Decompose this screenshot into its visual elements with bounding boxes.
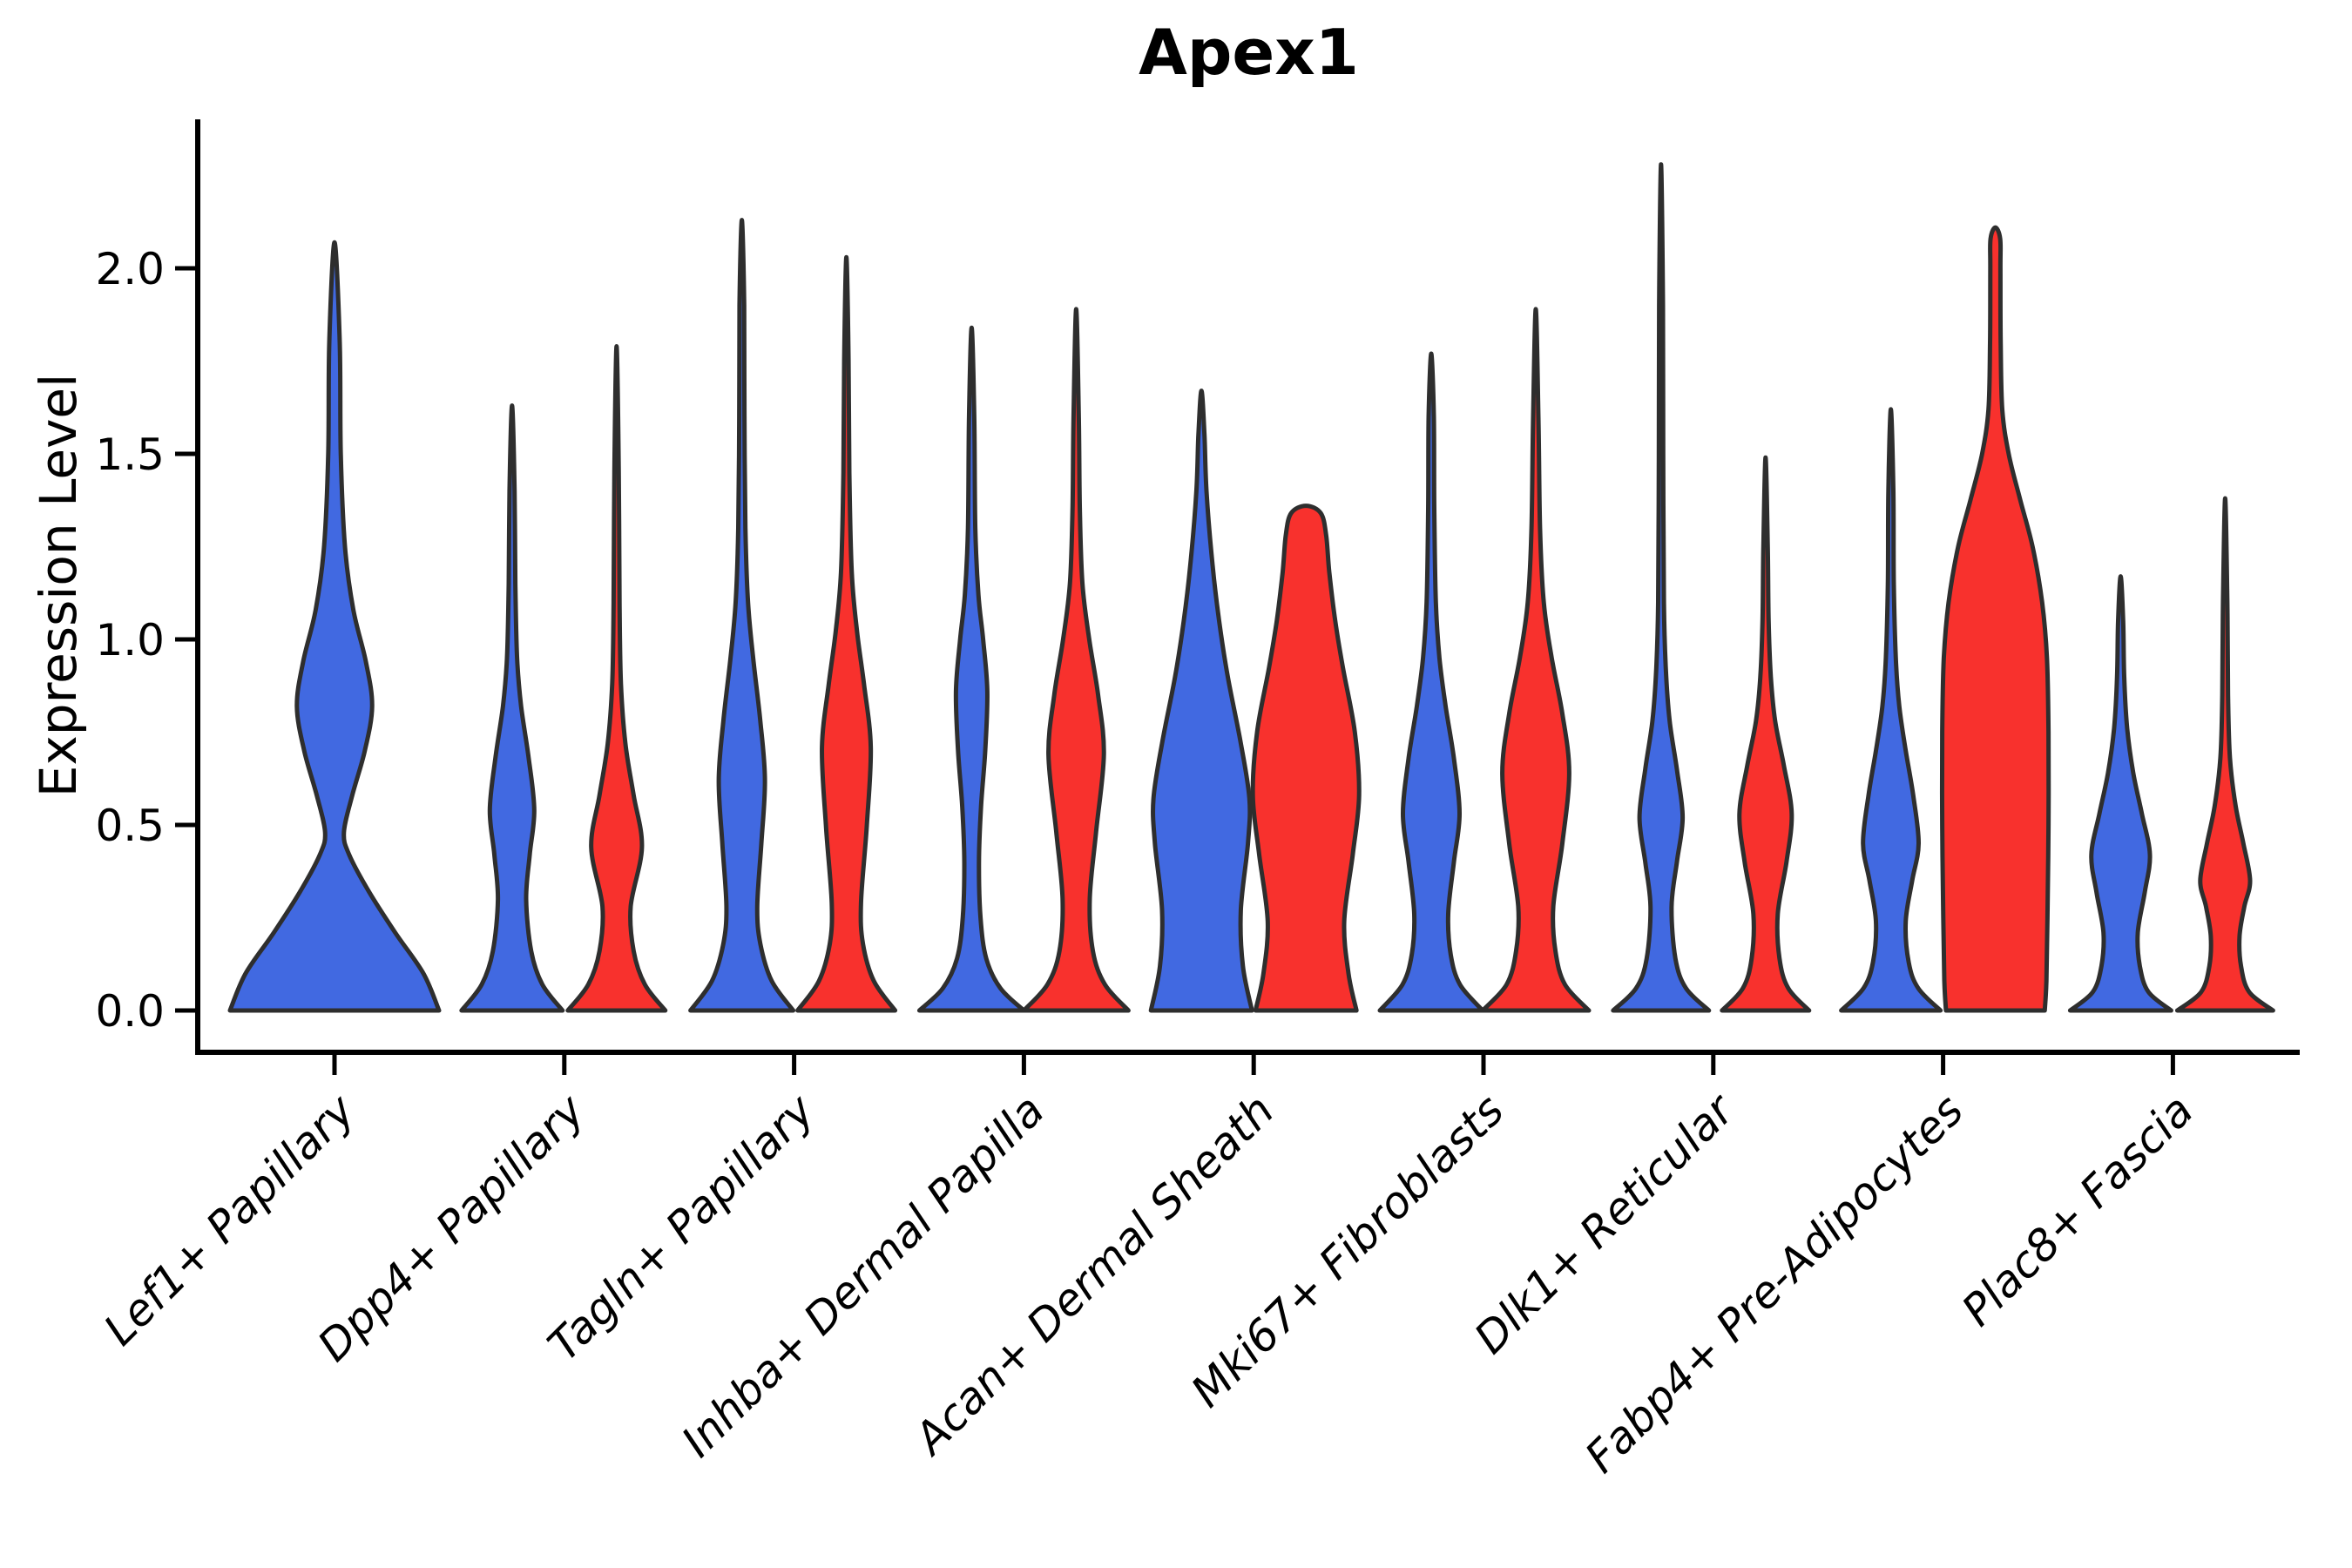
violin-red-inhba+: [1021, 307, 1131, 1013]
violin-red-plac8+: [2174, 496, 2275, 1013]
y-tick-label: 1.5: [95, 429, 165, 480]
violin-red-acan+: [1250, 504, 1362, 1013]
x-tick-label-fabp4+: Fabp4+ Pre-Adipocytes: [1576, 1085, 1974, 1483]
y-tick-label: 2.0: [95, 244, 165, 294]
violin-blue-dpp4+: [459, 403, 565, 1013]
violin-red-mki67+: [1480, 307, 1592, 1013]
x-tick-label-inhba+: Inhba+ Dermal Papilla: [672, 1085, 1053, 1466]
violin-blue-fabp4+: [1839, 407, 1943, 1013]
violin-blue-acan+: [1148, 389, 1254, 1013]
y-tick-label: 1.0: [95, 615, 165, 666]
violin-red-fabp4+: [1939, 225, 2051, 1013]
violin-blue-tagln+: [688, 218, 796, 1013]
violin-blue-mki67+: [1377, 351, 1485, 1013]
violin-red-dpp4+: [565, 344, 668, 1013]
violin-blue-dlk1+: [1611, 162, 1712, 1013]
x-tick-label-plac8+: Plac8+ Fascia: [1952, 1085, 2203, 1335]
y-tick-label: 0.5: [95, 801, 165, 851]
violin-red-dlk1+: [1720, 455, 1812, 1013]
violin-blue-lef1+: [227, 240, 442, 1013]
violin-blue-plac8+: [2067, 574, 2173, 1013]
plot-title: Apex1: [1139, 16, 1359, 89]
y-axis-label: Expression Level: [29, 373, 88, 798]
x-tick-label-lef1+: Lef1+ Papillary: [94, 1084, 365, 1355]
violin-red-tagln+: [795, 254, 898, 1013]
violin-blue-inhba+: [916, 325, 1026, 1013]
y-tick-label: 0.0: [95, 986, 165, 1037]
